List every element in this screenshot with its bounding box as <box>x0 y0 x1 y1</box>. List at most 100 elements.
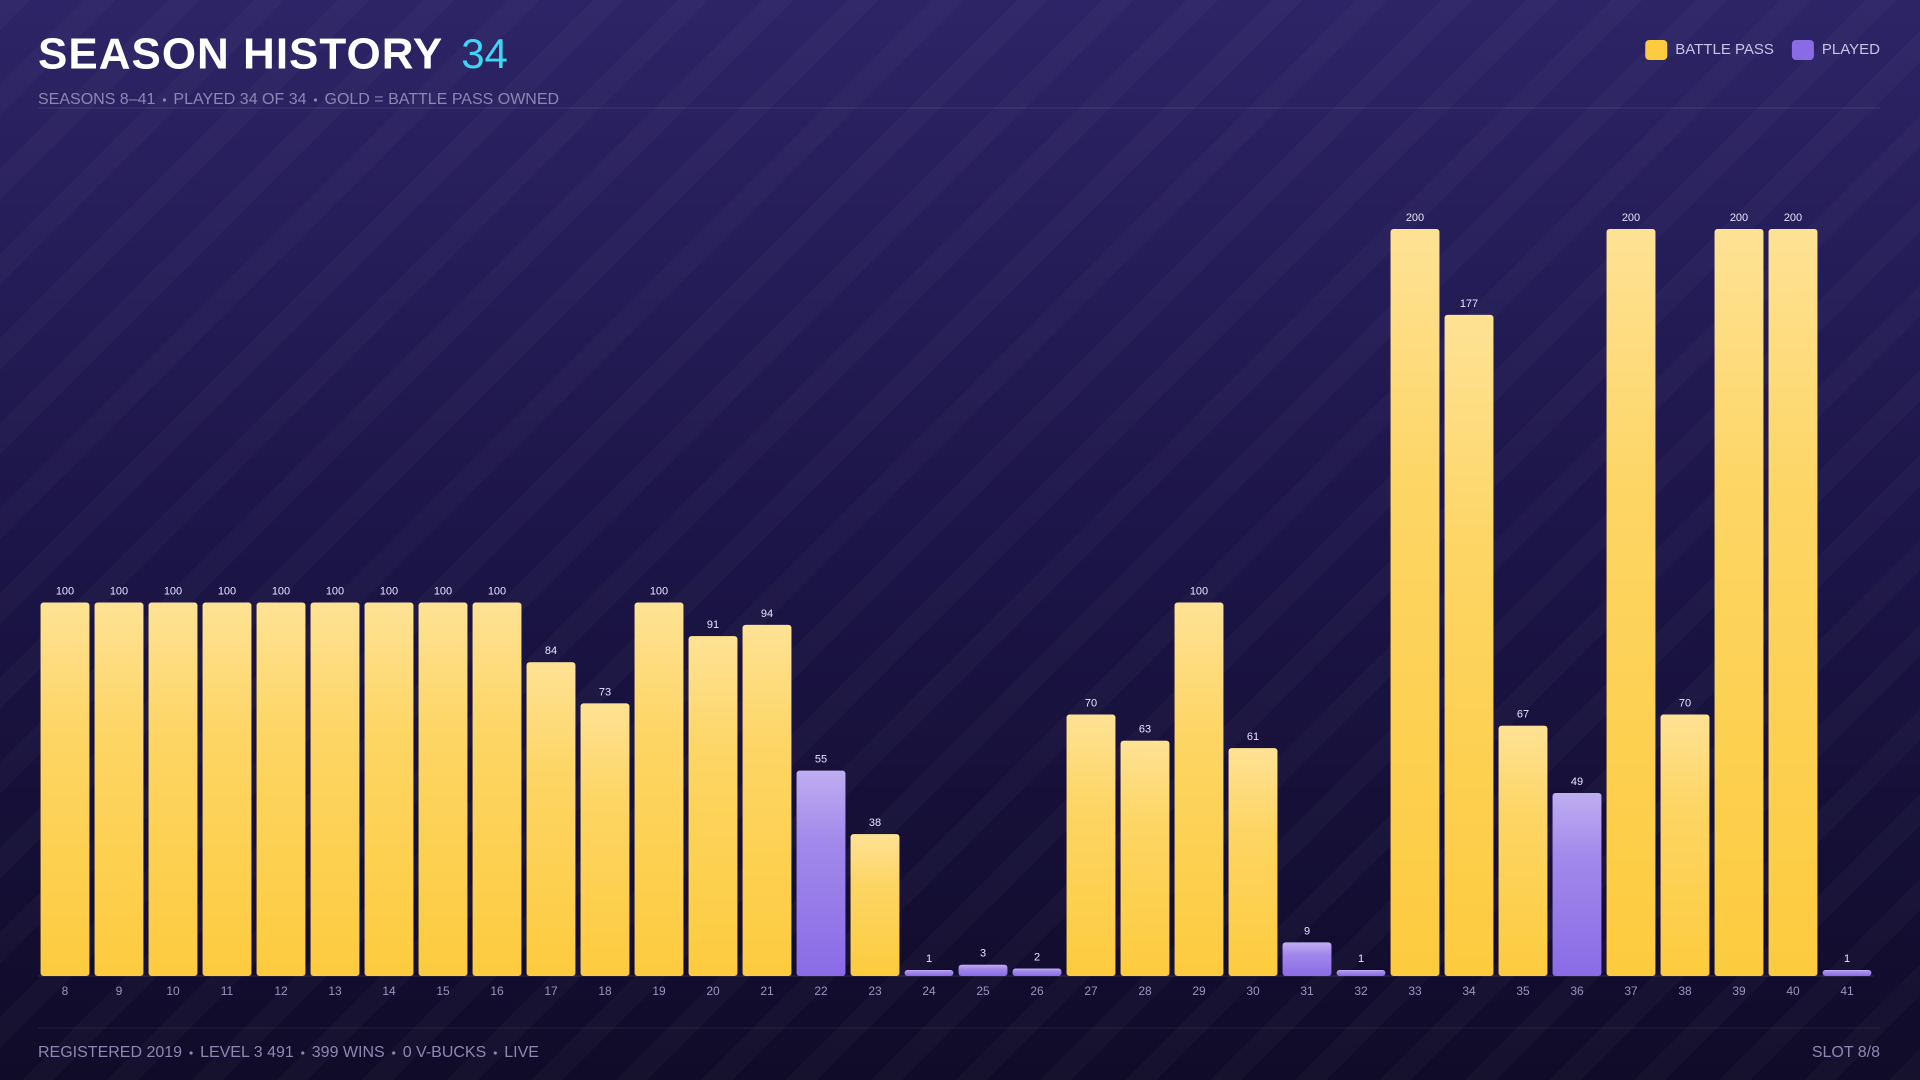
x-tick-label: 13 <box>328 984 342 998</box>
bar-sheen <box>256 602 306 976</box>
x-tick-label: 35 <box>1516 984 1530 998</box>
bar-sheen <box>1066 714 1116 976</box>
value-label: 100 <box>434 585 452 597</box>
x-tick-label: 39 <box>1732 984 1746 998</box>
x-tick-label: 27 <box>1084 984 1098 998</box>
value-label: 200 <box>1730 212 1748 224</box>
bar-sheen <box>688 636 738 976</box>
x-tick-label: 12 <box>274 984 288 998</box>
value-label: 70 <box>1679 697 1691 709</box>
bar-sheen <box>1822 970 1872 976</box>
value-label: 2 <box>1034 951 1040 963</box>
bar-sheen <box>94 602 144 976</box>
x-tick-label: 9 <box>116 984 123 998</box>
x-tick-label: 38 <box>1678 984 1692 998</box>
season-count: 34 <box>461 30 508 77</box>
bar-sheen <box>1660 714 1710 976</box>
x-tick-label: 8 <box>62 984 69 998</box>
x-tick-label: 16 <box>490 984 504 998</box>
bar-sheen <box>1012 968 1062 976</box>
value-label: 200 <box>1784 212 1802 224</box>
separator-dot <box>162 98 167 102</box>
bar-sheen <box>742 624 792 976</box>
bar-sheen <box>202 602 252 976</box>
bar-sheen <box>1444 314 1494 976</box>
bar-sheen <box>958 964 1008 976</box>
bar-sheen <box>40 602 90 976</box>
legend-label: BATTLE PASS <box>1675 41 1774 58</box>
value-label: 100 <box>56 585 74 597</box>
subtitle-item: SEASONS 8–41 <box>38 91 156 108</box>
legend-swatch <box>1645 40 1668 60</box>
bar-sheen <box>1120 740 1170 976</box>
footer-item: REGISTERED 2019 <box>38 1044 182 1061</box>
x-tick-label: 40 <box>1786 984 1800 998</box>
value-label: 200 <box>1406 212 1424 224</box>
separator-dot <box>392 1051 396 1055</box>
x-tick-label: 37 <box>1624 984 1638 998</box>
bar-sheen <box>472 602 522 976</box>
value-label: 63 <box>1139 724 1151 736</box>
bar-sheen <box>850 834 900 976</box>
x-tick-label: 10 <box>166 984 180 998</box>
value-label: 100 <box>380 585 398 597</box>
x-tick-label: 31 <box>1300 984 1314 998</box>
value-label: 177 <box>1460 298 1478 310</box>
value-label: 1 <box>926 953 932 965</box>
bar-sheen <box>1390 229 1440 976</box>
bar-sheen <box>1552 792 1602 976</box>
value-label: 55 <box>815 753 827 765</box>
separator-dot <box>301 1051 305 1055</box>
x-tick-label: 24 <box>922 984 936 998</box>
slot-indicator: SLOT 8/8 <box>1812 1044 1880 1061</box>
x-tick-label: 32 <box>1354 984 1368 998</box>
x-tick-label: 29 <box>1192 984 1206 998</box>
value-label: 91 <box>707 619 719 631</box>
x-tick-label: 14 <box>382 984 396 998</box>
bar-sheen <box>1336 970 1386 976</box>
value-label: 67 <box>1517 709 1529 721</box>
separator-dot <box>313 98 318 102</box>
x-tick-label: 19 <box>652 984 666 998</box>
x-tick-label: 26 <box>1030 984 1044 998</box>
x-tick-label: 15 <box>436 984 450 998</box>
value-label: 100 <box>1190 585 1208 597</box>
bar-sheen <box>580 703 630 976</box>
footer-item: 399 WINS <box>312 1044 385 1061</box>
separator-dot <box>189 1051 193 1055</box>
value-label: 94 <box>761 608 773 620</box>
bar-sheen <box>1714 229 1764 976</box>
footer-item: 0 V-BUCKS <box>403 1044 487 1061</box>
x-tick-label: 20 <box>706 984 720 998</box>
value-label: 100 <box>488 585 506 597</box>
value-label: 49 <box>1571 776 1583 788</box>
x-tick-label: 41 <box>1840 984 1854 998</box>
value-label: 73 <box>599 686 611 698</box>
value-label: 200 <box>1622 212 1640 224</box>
value-label: 100 <box>326 585 344 597</box>
bar-sheen <box>1498 725 1548 976</box>
value-label: 38 <box>869 817 881 829</box>
bar-sheen <box>904 970 954 976</box>
value-label: 84 <box>545 645 557 657</box>
value-label: 100 <box>164 585 182 597</box>
x-tick-label: 22 <box>814 984 828 998</box>
x-tick-label: 34 <box>1462 984 1476 998</box>
x-tick-label: 28 <box>1138 984 1152 998</box>
legend-label: PLAYED <box>1822 41 1880 58</box>
subtitle-item: PLAYED 34 OF 34 <box>173 91 306 108</box>
x-tick-label: 30 <box>1246 984 1260 998</box>
x-tick-label: 33 <box>1408 984 1422 998</box>
bar-sheen <box>310 602 360 976</box>
value-label: 100 <box>110 585 128 597</box>
value-label: 70 <box>1085 697 1097 709</box>
value-label: 100 <box>272 585 290 597</box>
value-label: 1 <box>1844 953 1850 965</box>
x-tick-label: 11 <box>221 984 234 998</box>
bar-sheen <box>148 602 198 976</box>
title: SEASON HISTORY <box>38 30 443 79</box>
bar-sheen <box>364 602 414 976</box>
subtitle-item: GOLD = BATTLE PASS OWNED <box>325 91 560 108</box>
